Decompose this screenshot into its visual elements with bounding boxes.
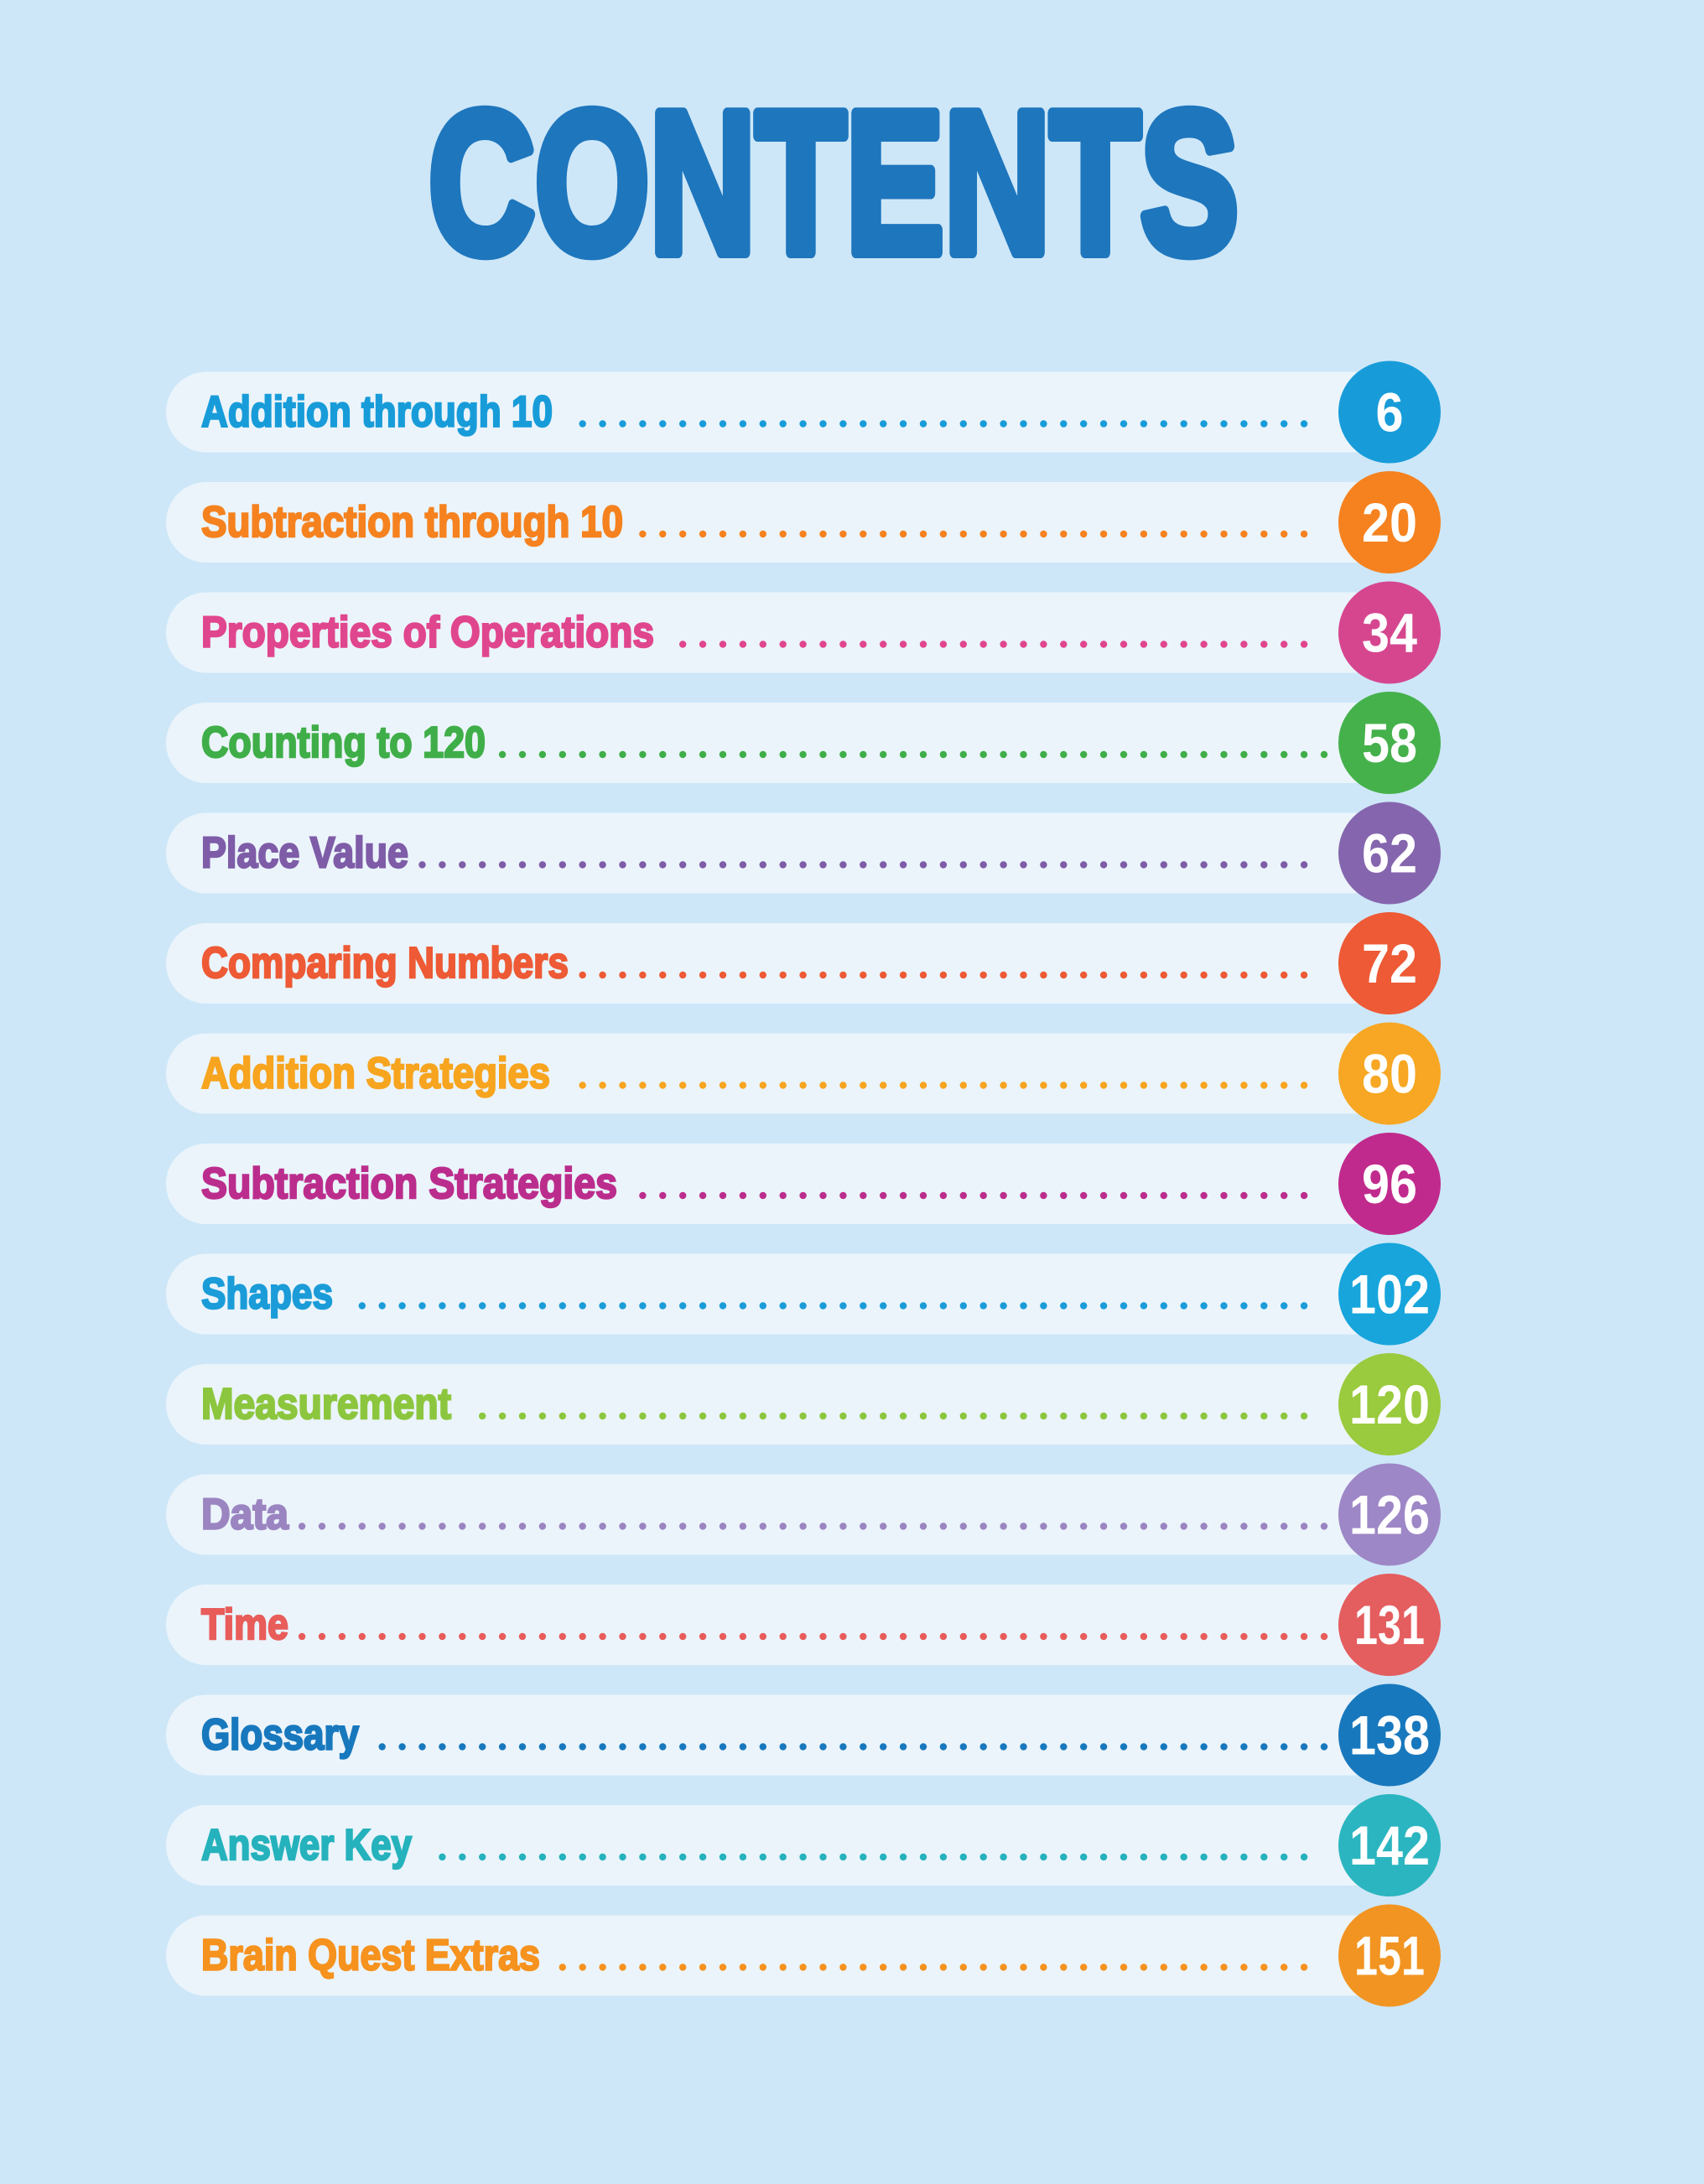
svg-text:58: 58 — [1362, 712, 1417, 774]
svg-text:34: 34 — [1362, 602, 1417, 664]
svg-text:126: 126 — [1349, 1484, 1430, 1546]
svg-text:72: 72 — [1362, 932, 1417, 994]
svg-text:6: 6 — [1376, 381, 1404, 444]
svg-text:102: 102 — [1349, 1263, 1430, 1325]
svg-text:Subtraction through 10: Subtraction through 10 — [201, 498, 623, 547]
svg-text:96: 96 — [1362, 1153, 1417, 1215]
svg-text:Time: Time — [201, 1600, 288, 1649]
svg-text:Place Value: Place Value — [201, 829, 408, 878]
svg-text:Subtraction Strategies: Subtraction Strategies — [201, 1159, 617, 1208]
svg-text:Answer Key: Answer Key — [201, 1821, 412, 1870]
svg-text:131: 131 — [1354, 1594, 1425, 1656]
svg-text:Comparing Numbers: Comparing Numbers — [201, 939, 569, 988]
svg-text:Addition through 10: Addition through 10 — [201, 388, 553, 437]
svg-text:20: 20 — [1362, 491, 1417, 553]
svg-text:Brain Quest Extras: Brain Quest Extras — [201, 1932, 540, 1980]
svg-text:Measurement: Measurement — [201, 1380, 451, 1429]
svg-text:Data: Data — [201, 1491, 289, 1539]
svg-text:142: 142 — [1349, 1814, 1430, 1876]
svg-text:151: 151 — [1354, 1925, 1425, 1987]
svg-text:CONTENTS: CONTENTS — [429, 70, 1239, 296]
svg-text:Properties of Operations: Properties of Operations — [201, 609, 654, 657]
svg-text:Counting to 120: Counting to 120 — [201, 718, 486, 767]
svg-text:Addition Strategies: Addition Strategies — [201, 1050, 550, 1098]
svg-text:120: 120 — [1349, 1373, 1430, 1435]
svg-text:80: 80 — [1362, 1043, 1417, 1105]
svg-text:62: 62 — [1362, 822, 1417, 884]
svg-text:138: 138 — [1349, 1704, 1430, 1766]
svg-text:Glossary: Glossary — [201, 1711, 359, 1760]
svg-text:Shapes: Shapes — [201, 1270, 333, 1319]
